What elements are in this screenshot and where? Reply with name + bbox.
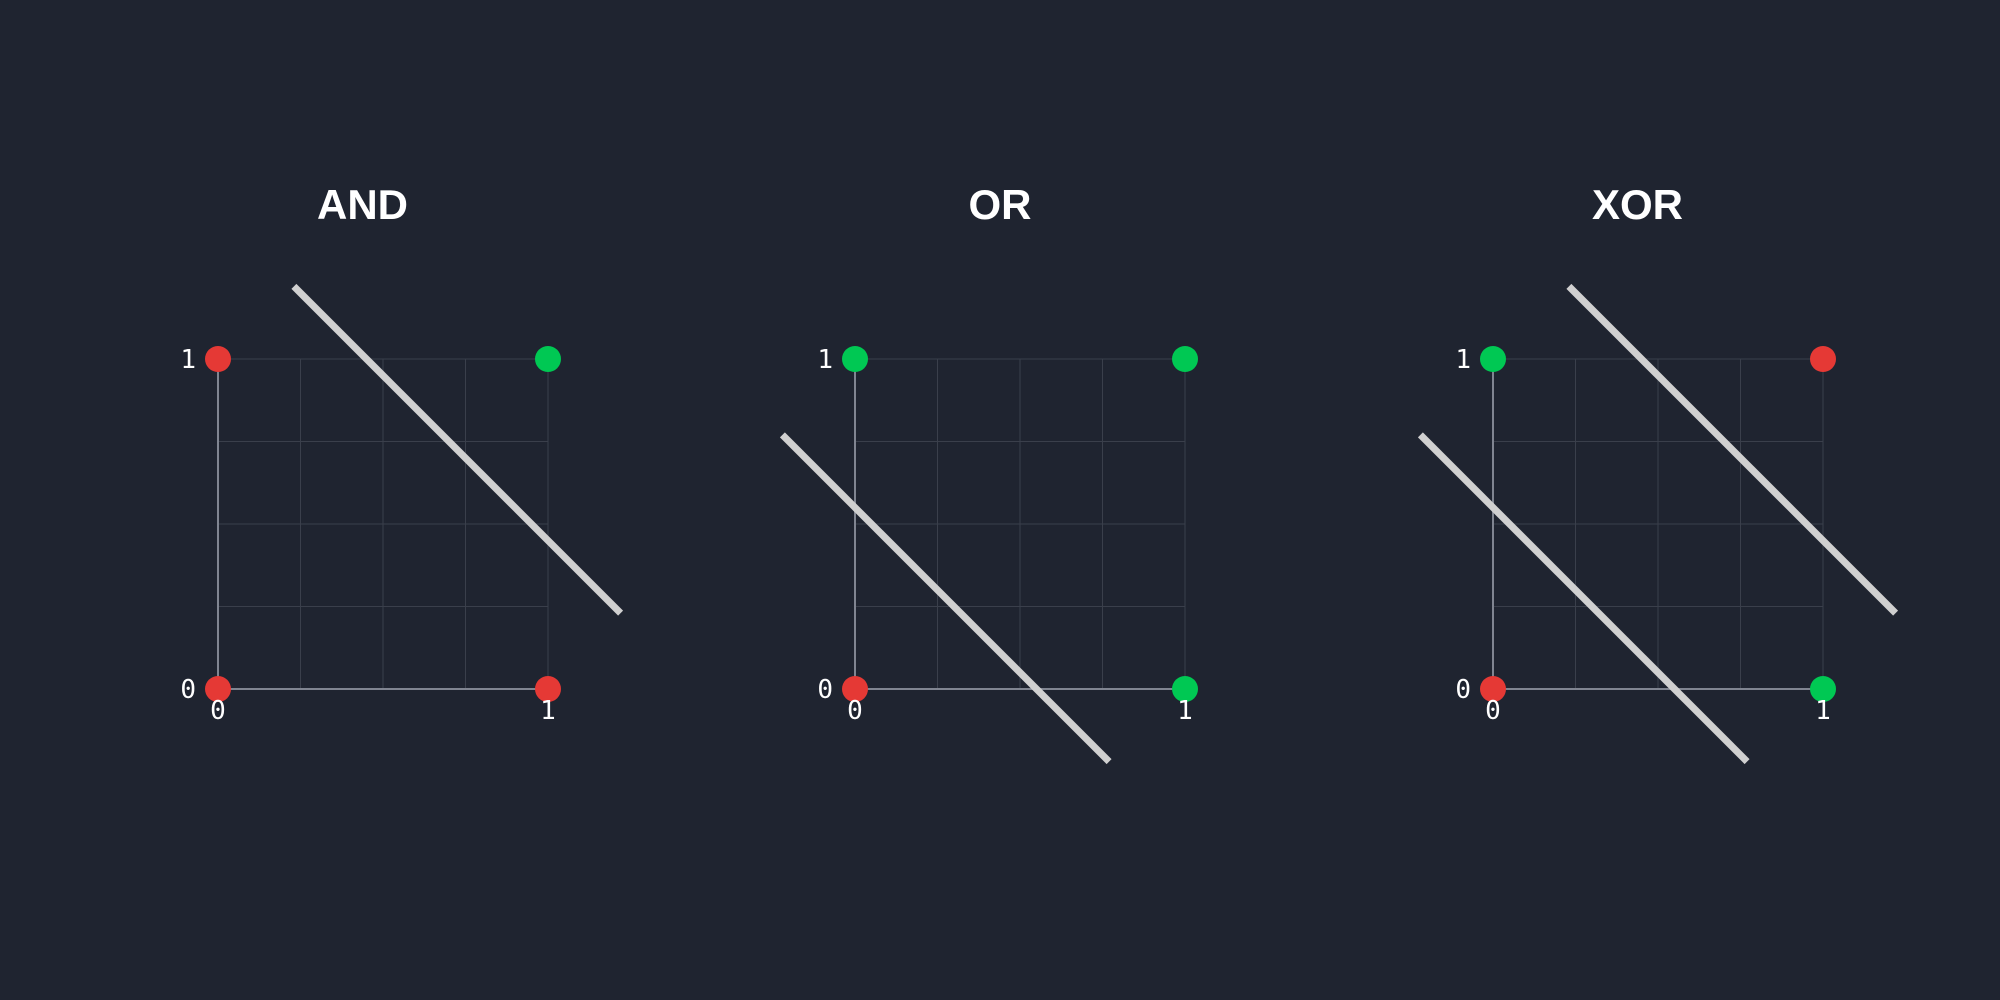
separator-line-xor-1 xyxy=(1568,286,1895,613)
xtick-label: 0 xyxy=(1485,696,1501,726)
plot-svg-and: 0 1 0 1 xyxy=(88,269,638,819)
data-point-or-3 xyxy=(1172,346,1198,372)
data-point-and-2 xyxy=(205,346,231,372)
data-point-xor-3 xyxy=(1810,346,1836,372)
ytick-label: 0 xyxy=(817,675,833,705)
separator-line-xor-0 xyxy=(1420,435,1747,762)
plot-svg-or: 0 1 0 1 xyxy=(725,269,1275,819)
data-point-and-3 xyxy=(535,346,561,372)
xtick-label: 0 xyxy=(210,696,226,726)
xtick-label: 1 xyxy=(1815,696,1831,726)
plot-or: 0 1 0 1 xyxy=(725,269,1275,819)
ytick-label: 1 xyxy=(180,345,196,375)
panel-title-or: OR xyxy=(969,181,1032,229)
panel-xor: XOR 0 1 0 1 xyxy=(1363,181,1913,819)
data-point-xor-2 xyxy=(1480,346,1506,372)
panels-container: AND 0 1 0 1 OR 0 1 0 1 XOR 0 1 0 1 xyxy=(0,0,2000,1000)
panel-and: AND 0 1 0 1 xyxy=(88,181,638,819)
panel-or: OR 0 1 0 1 xyxy=(725,181,1275,819)
plot-and: 0 1 0 1 xyxy=(88,269,638,819)
xtick-label: 0 xyxy=(847,696,863,726)
ytick-label: 1 xyxy=(817,345,833,375)
ytick-label: 0 xyxy=(1455,675,1471,705)
xtick-label: 1 xyxy=(1177,696,1193,726)
panel-title-and: AND xyxy=(317,181,408,229)
ytick-label: 1 xyxy=(1455,345,1471,375)
plot-svg-xor: 0 1 0 1 xyxy=(1363,269,1913,819)
plot-xor: 0 1 0 1 xyxy=(1363,269,1913,819)
xtick-label: 1 xyxy=(540,696,556,726)
ytick-label: 0 xyxy=(180,675,196,705)
separator-line-and-0 xyxy=(293,286,620,613)
panel-title-xor: XOR xyxy=(1592,181,1683,229)
separator-line-or-0 xyxy=(782,435,1109,762)
data-point-or-2 xyxy=(842,346,868,372)
